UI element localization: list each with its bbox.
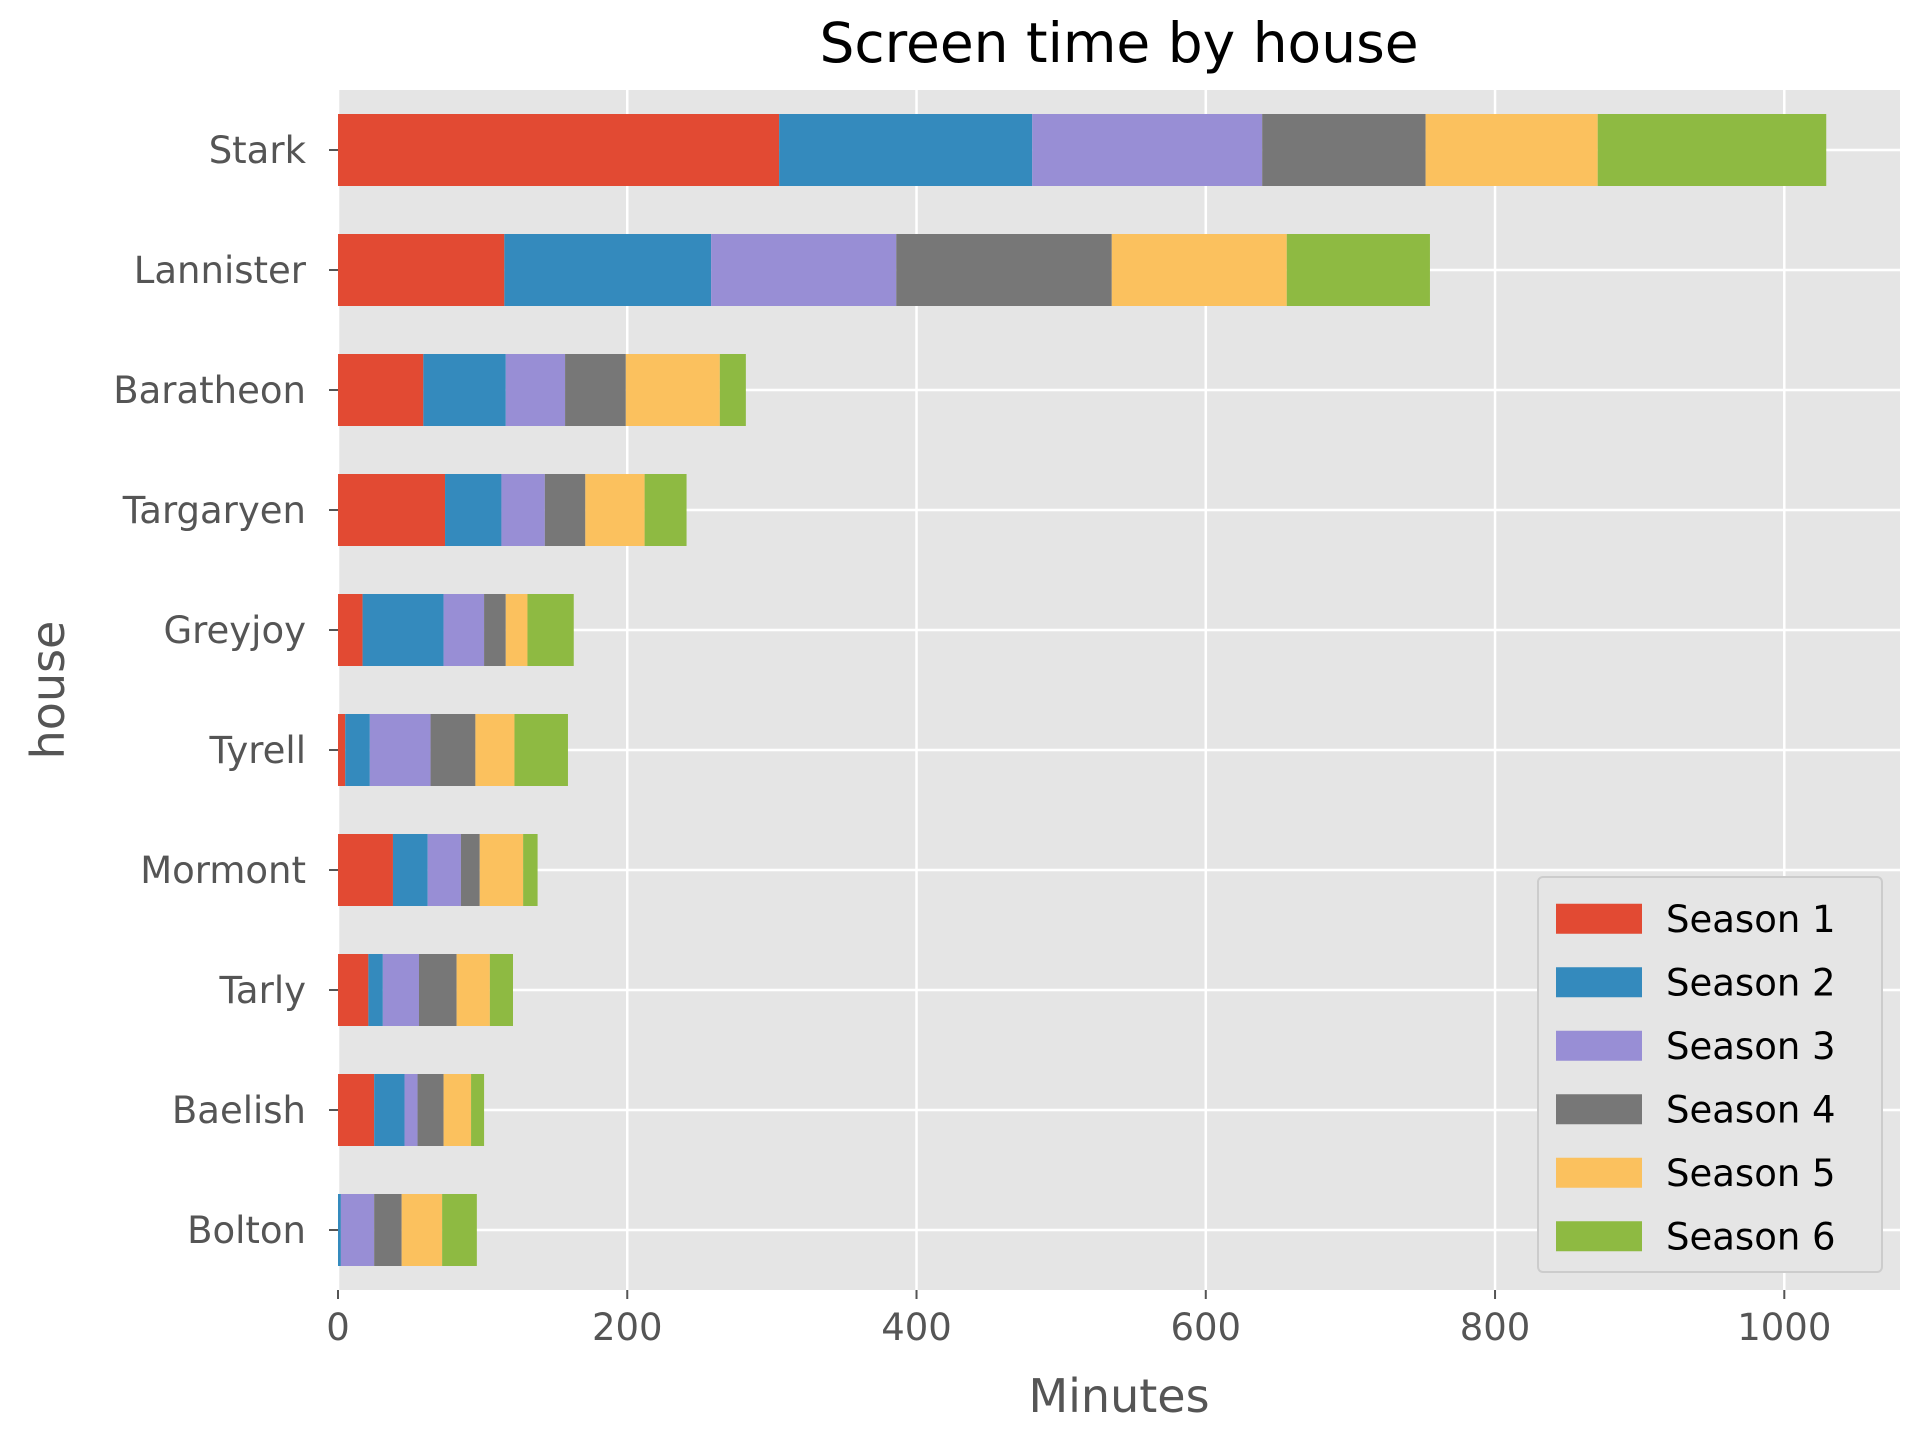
bar-segment <box>417 1074 444 1146</box>
bar-segment <box>374 1074 405 1146</box>
y-axis-label: house <box>21 621 75 760</box>
legend-swatch <box>1556 1157 1642 1188</box>
y-tick-label: Tarly <box>218 969 306 1012</box>
x-tick-label: 800 <box>1460 1306 1531 1349</box>
legend-label: Season 3 <box>1666 1025 1836 1068</box>
bar-segment <box>338 714 346 786</box>
bar-segment <box>501 474 545 546</box>
legend-label: Season 2 <box>1666 961 1836 1004</box>
bar-segment <box>719 354 746 426</box>
bar-segment <box>514 714 568 786</box>
bar-segment <box>338 114 780 186</box>
bar-segment <box>1032 114 1263 186</box>
bar-segment <box>779 114 1033 186</box>
bar-segment <box>479 834 524 906</box>
y-tick-label: Baelish <box>172 1089 306 1132</box>
bar-segment <box>345 714 370 786</box>
bar-segment <box>489 954 514 1026</box>
bar-segment <box>1597 114 1827 186</box>
legend-swatch <box>1556 967 1642 998</box>
legend-label: Season 1 <box>1666 898 1836 941</box>
legend-swatch <box>1556 1094 1642 1125</box>
bar-segment <box>443 594 485 666</box>
legend-label: Season 5 <box>1666 1152 1836 1195</box>
bar-segment <box>338 474 446 546</box>
legend-label: Season 4 <box>1666 1088 1836 1131</box>
bar-segment <box>362 594 444 666</box>
y-tick-label: Mormont <box>140 849 306 892</box>
bar-segment <box>430 714 476 786</box>
x-ticks: 0 200 400 600 800 1000 <box>326 1290 1831 1349</box>
x-tick-label: 400 <box>881 1306 952 1349</box>
bar-segment <box>1286 234 1430 306</box>
y-tick-label: Bolton <box>187 1209 306 1252</box>
x-tick-label: 0 <box>326 1306 350 1349</box>
bar-segment <box>338 1074 375 1146</box>
legend-label: Season 6 <box>1666 1215 1836 1258</box>
x-axis-label: Minutes <box>1028 1369 1209 1423</box>
y-tick-label: Baratheon <box>113 369 306 412</box>
y-tick-label: Greyjoy <box>163 609 306 652</box>
bar-segment <box>404 1074 418 1146</box>
bar-segment <box>418 954 457 1026</box>
bar-segment <box>338 954 369 1026</box>
x-tick-label: 1000 <box>1737 1306 1831 1349</box>
bar-segment <box>392 834 428 906</box>
bar-segment <box>382 954 419 1026</box>
bar-segment <box>338 594 363 666</box>
bar-segment <box>505 354 566 426</box>
legend-swatch <box>1556 1030 1642 1061</box>
bar-segment <box>443 1074 472 1146</box>
y-tick-label: Stark <box>209 129 307 172</box>
y-tick-label: Lannister <box>134 249 307 292</box>
x-tick-label: 200 <box>592 1306 663 1349</box>
bar-segment <box>423 354 506 426</box>
bar-segment <box>565 354 626 426</box>
y-tick-label: Tyrell <box>209 729 306 772</box>
bar-segment <box>644 474 687 546</box>
bar-segment <box>1425 114 1598 186</box>
bar-segment <box>338 354 424 426</box>
legend-swatch <box>1556 903 1642 934</box>
x-tick-label: 600 <box>1170 1306 1241 1349</box>
bar-segment <box>460 834 480 906</box>
bar-segment <box>338 234 505 306</box>
bar-segment <box>338 834 393 906</box>
bar-segment <box>527 594 574 666</box>
chart-title: Screen time by house <box>819 11 1418 75</box>
bar-segment <box>1262 114 1426 186</box>
bar-segment <box>711 234 897 306</box>
legend: Season 1 Season 2 Season 3 Season 4 Season 5… <box>1537 876 1883 1273</box>
bar-segment <box>368 954 383 1026</box>
bar-segment <box>475 714 515 786</box>
bar-segment <box>484 594 506 666</box>
bar-segment <box>340 1194 375 1266</box>
bar-segment <box>625 354 720 426</box>
bar-segment <box>374 1194 402 1266</box>
bar-segment <box>544 474 586 546</box>
bar-segment <box>1111 234 1287 306</box>
y-tick-label: Targaryen <box>122 489 306 532</box>
y-ticks: Stark Lannister Baratheon Targaryen Greyjoy T… <box>113 129 338 1252</box>
bar-segment <box>445 474 502 546</box>
bars <box>338 114 1827 1266</box>
bar-segment <box>401 1194 443 1266</box>
bar-segment <box>505 594 528 666</box>
bar-segment <box>585 474 645 546</box>
bar-segment <box>504 234 712 306</box>
bar-segment <box>338 1194 341 1266</box>
bar-segment <box>427 834 461 906</box>
bar-segment <box>896 234 1112 306</box>
bar-segment <box>523 834 538 906</box>
bar-segment <box>471 1074 485 1146</box>
bar-segment <box>442 1194 477 1266</box>
legend-swatch <box>1556 1221 1642 1252</box>
bar-segment <box>456 954 490 1026</box>
bar-segment <box>369 714 431 786</box>
